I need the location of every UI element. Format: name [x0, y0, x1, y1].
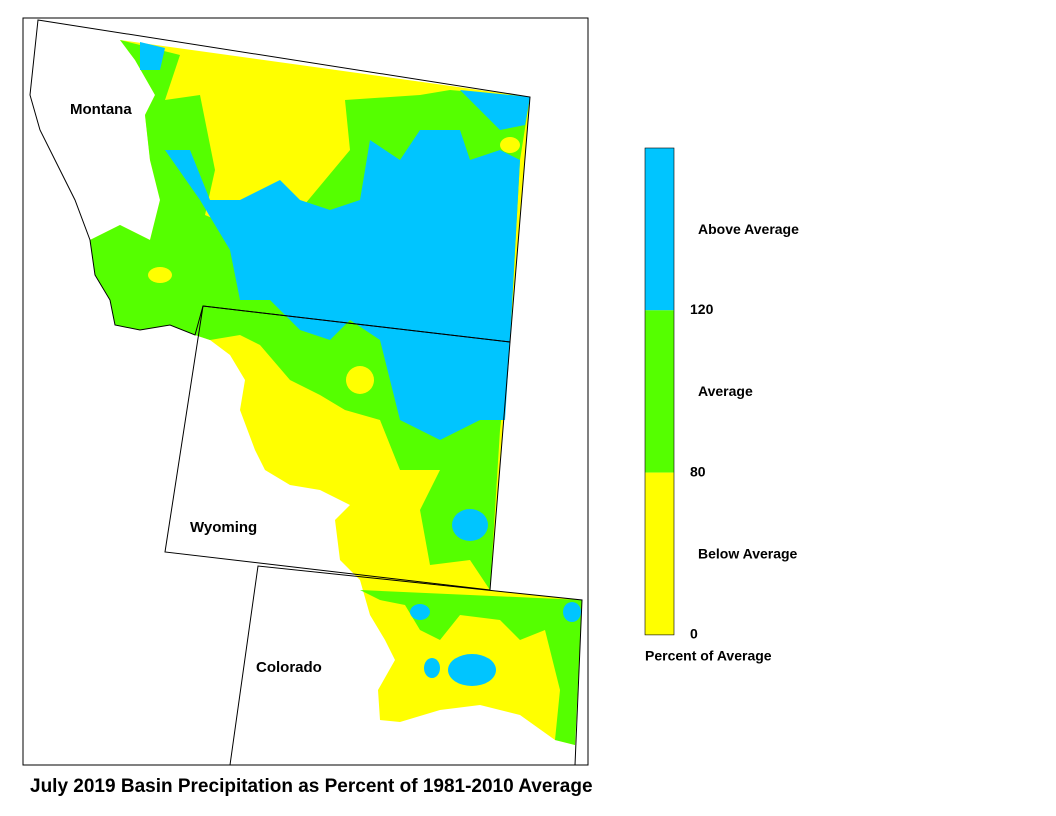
colorado-border [229, 565, 583, 766]
above-zone [424, 658, 440, 678]
legend-caption: Percent of Average [645, 648, 772, 664]
legend-tick-label: 80 [690, 463, 706, 479]
below-zone [148, 267, 172, 283]
above-zone [140, 42, 165, 70]
legend-swatch [645, 148, 674, 311]
legend-tick-label: 0 [690, 626, 698, 642]
state-label: Colorado [256, 659, 322, 676]
above-zone [563, 602, 581, 622]
legend-border [644, 147, 675, 636]
average-zone [360, 590, 582, 745]
above-zone [410, 604, 430, 620]
legend-label: Average [698, 383, 753, 399]
legend-label: Below Average [698, 545, 798, 561]
state-label: Wyoming [190, 519, 257, 536]
map-title: July 2019 Basin Precipitation as Percent… [30, 776, 593, 797]
legend-label: Above Average [698, 221, 799, 237]
above-zone [165, 130, 520, 440]
above-zone [448, 654, 496, 686]
above-zone [460, 90, 530, 130]
legend-swatch [645, 310, 674, 473]
legend: Above Average Average Below Average 120 80 0 P… [644, 147, 799, 664]
legend-tick-label: 120 [690, 301, 714, 317]
below-zone [346, 366, 374, 394]
below-zone [500, 137, 520, 153]
state-label: Montana [70, 101, 132, 118]
legend-swatch [645, 472, 674, 635]
precipitation-map [90, 40, 582, 745]
above-zone [452, 509, 488, 541]
